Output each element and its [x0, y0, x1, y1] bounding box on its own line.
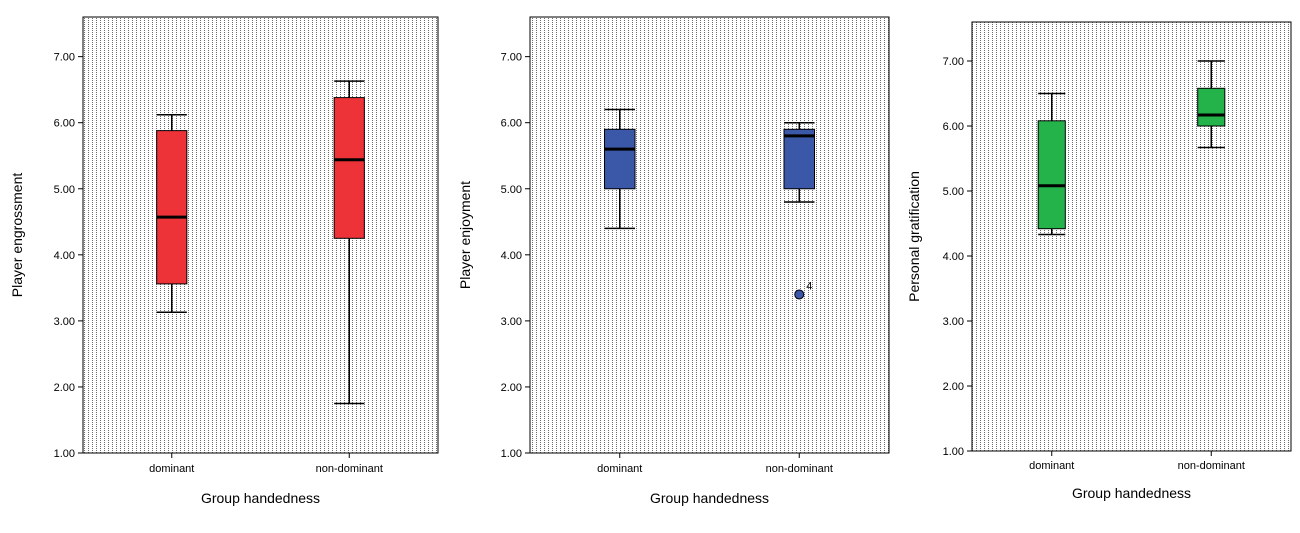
- x-category-label: non-dominant: [766, 463, 833, 475]
- y-axis-title: Personal gratification: [906, 171, 922, 302]
- x-axis-title: Group handedness: [201, 490, 320, 506]
- y-tick-label: 7.00: [54, 52, 75, 64]
- y-tick-label: 4.00: [943, 251, 964, 263]
- plot-area: [971, 21, 1292, 452]
- y-tick-label: 4.00: [501, 250, 522, 262]
- y-tick-label: 1.00: [943, 446, 964, 458]
- iqr-box: [1197, 87, 1226, 127]
- plot-area: [82, 16, 439, 454]
- y-tick-label: 1.00: [54, 448, 75, 460]
- y-tick-label: 7.00: [943, 56, 964, 68]
- y-tick-label: 6.00: [943, 121, 964, 133]
- outlier-point: [794, 289, 805, 300]
- x-category-label: dominant: [1029, 460, 1074, 472]
- x-category-label: non-dominant: [1178, 460, 1245, 472]
- iqr-box: [333, 97, 365, 239]
- boxplot-panel-1: 1.00 2.00 3.00 4.00 5.00 6.00 7.00 dominant non-…: [9, 16, 439, 506]
- y-tick-label: 5.00: [54, 184, 75, 196]
- x-category-label: dominant: [149, 463, 194, 475]
- y-axis-title: Player enjoyment: [457, 181, 473, 289]
- box-non-dominant: [783, 121, 816, 203]
- outlier-label: 4: [806, 280, 812, 292]
- iqr-box: [156, 130, 188, 285]
- plot-area: [529, 16, 890, 454]
- y-tick-label: 2.00: [54, 382, 75, 394]
- y-tick-label: 3.00: [501, 316, 522, 328]
- y-tick-label: 6.00: [54, 118, 75, 130]
- y-tick-label: 1.00: [501, 448, 522, 460]
- box-non-dominant: [333, 80, 365, 405]
- box-dominant: [156, 114, 188, 314]
- box-non-dominant: [1197, 60, 1226, 149]
- boxplot-panel-3: 1.00 2.00 3.00 4.00 5.00 6.00 7.00 dominant non-…: [906, 21, 1292, 501]
- x-category-label: non-dominant: [316, 463, 383, 475]
- y-axis-title: Player engrossment: [9, 173, 25, 298]
- y-tick-label: 4.00: [54, 250, 75, 262]
- y-tick-label: 3.00: [54, 316, 75, 328]
- box-dominant: [603, 108, 636, 230]
- iqr-box: [1037, 120, 1066, 230]
- x-axis-title: Group handedness: [1072, 485, 1191, 501]
- box-dominant: [1037, 92, 1066, 236]
- y-tick-label: 6.00: [501, 118, 522, 130]
- y-tick-label: 3.00: [943, 316, 964, 328]
- y-tick-label: 5.00: [943, 186, 964, 198]
- y-tick-label: 2.00: [501, 382, 522, 394]
- y-tick-label: 7.00: [501, 52, 522, 64]
- x-axis-title: Group handedness: [650, 490, 769, 506]
- y-tick-label: 5.00: [501, 184, 522, 196]
- x-category-label: dominant: [597, 463, 642, 475]
- iqr-box: [783, 128, 816, 190]
- y-tick-label: 2.00: [943, 381, 964, 393]
- boxplot-panel-2: 1.00 2.00 3.00 4.00 5.00 6.00 7.00 dominant non-…: [457, 16, 890, 506]
- iqr-box: [603, 128, 636, 190]
